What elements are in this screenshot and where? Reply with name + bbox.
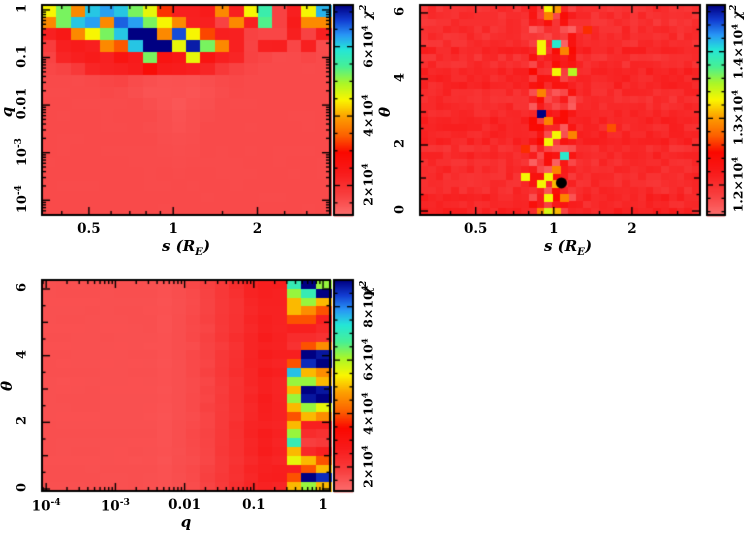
tick-text: 4 [14,349,30,359]
x-axis-title-top-left: s (RE) [106,237,266,258]
colorbar-tick-label: 4×104 [360,81,375,151]
tick-text: 1 [318,497,328,513]
tick-text: 4 [392,72,408,82]
tick-text: 4×10 [360,397,376,435]
tick-text: 10 [100,498,120,515]
x-tick-label: 1 [524,221,584,237]
y-axis-title-top-right: θ [376,82,394,142]
tick-text: 1.4×10 [730,29,746,80]
y-tick-label: 4 [393,42,408,112]
tick-text: 0 [14,482,30,493]
y-tick-label: 2 [393,109,408,179]
tick-text: 1 [549,221,559,237]
y-axis-title-bottom-left: θ [0,356,16,416]
x-axis-title-text: s (R [543,237,578,255]
tick-text: 10 [15,195,31,214]
tick-text: 2 [14,416,30,426]
tick-exponent: -3 [119,497,130,508]
tick-exponent: -4 [13,185,24,196]
tick-text: 1 [168,221,178,237]
chi-exponent: 2 [359,4,369,11]
chi-symbol: χ [730,10,746,20]
y-axis-title-top-left: q [0,82,16,142]
colorbar-tick-label: 1.3×104 [730,83,745,153]
tick-text: 2×10 [360,451,376,488]
y-tick-label: 10-4 [14,164,30,234]
chi-exponent: 2 [729,4,739,11]
tick-text: 2 [252,221,263,237]
x-tick-label: 0.1 [224,497,284,513]
tick-text: 6 [392,6,408,16]
chi-symbol: χ [360,286,376,296]
colorbar-title-bottom-left: χ2 [359,273,375,303]
tick-text: 0.01 [14,87,30,120]
colorbar-title-top-left: χ2 [359,0,375,27]
x-axis-title-subscript: E [577,246,585,258]
tick-text: 0.1 [14,44,30,68]
y-tick-label: 6 [393,0,408,46]
tick-text: 1.2×10 [730,162,746,213]
tick-text: 4×10 [360,100,376,137]
x-axis-title-subscript: E [195,246,203,258]
colorbar-tick-label: 2×104 [360,150,375,220]
colorbar-tick-label: 1.2×104 [730,150,745,220]
tick-text: 2×10 [360,169,376,207]
x-tick-label: 10-3 [85,497,145,515]
x-axis-title-bottom-left: q [106,513,266,531]
tick-text: 0.01 [168,497,202,513]
chi-symbol: χ [360,10,376,20]
tick-text: 6×10 [360,344,376,381]
tick-text: 10 [15,147,31,166]
x-tick-label: 1 [143,221,203,237]
tick-text: 2 [627,221,637,237]
x-axis-title-text: s (R [161,237,196,255]
x-tick-label: 2 [228,221,288,237]
x-tick-label: 0.01 [155,497,215,513]
tick-text: 10 [31,498,51,515]
y-axis-title-text: q [0,107,16,118]
tick-text: 2 [392,138,408,149]
x-axis-title-text: q [180,513,192,531]
x-tick-label: 1 [293,497,353,513]
y-tick-label: 0 [393,175,408,245]
y-tick-label: 6 [15,253,30,323]
tick-text: 1.3×10 [730,96,746,146]
colorbar-title-top-right: χ2 [729,0,745,27]
x-axis-title-top-right: s (RE) [488,237,648,258]
x-tick-label: 0.5 [59,221,119,237]
tick-exponent: 4 [730,156,741,163]
y-tick-label: 0 [15,453,30,523]
y-axis-title-text: θ [0,381,16,391]
tick-text: 0 [392,205,408,215]
tick-exponent: 4 [730,90,741,97]
y-tick-label: 4 [15,319,30,389]
chi-exponent: 2 [359,280,369,287]
tick-exponent: 4 [360,163,371,170]
tick-text: 1 [14,3,30,13]
tick-text: 0.5 [463,221,488,237]
tick-exponent: -4 [50,497,61,508]
tick-text: 0.5 [77,221,101,237]
tick-text: 6×10 [360,30,376,68]
tick-text: 6 [14,282,30,293]
x-axis-title-close: ) [202,237,211,255]
x-tick-label: 0.5 [446,221,506,237]
y-axis-title-text: θ [376,107,394,118]
y-tick-label: 2 [15,386,30,456]
tick-text: 0.1 [242,497,266,513]
x-axis-title-close: ) [584,237,593,255]
tick-exponent: 4 [360,94,371,101]
x-tick-label: 10-4 [16,497,76,515]
x-tick-label: 2 [602,221,662,237]
